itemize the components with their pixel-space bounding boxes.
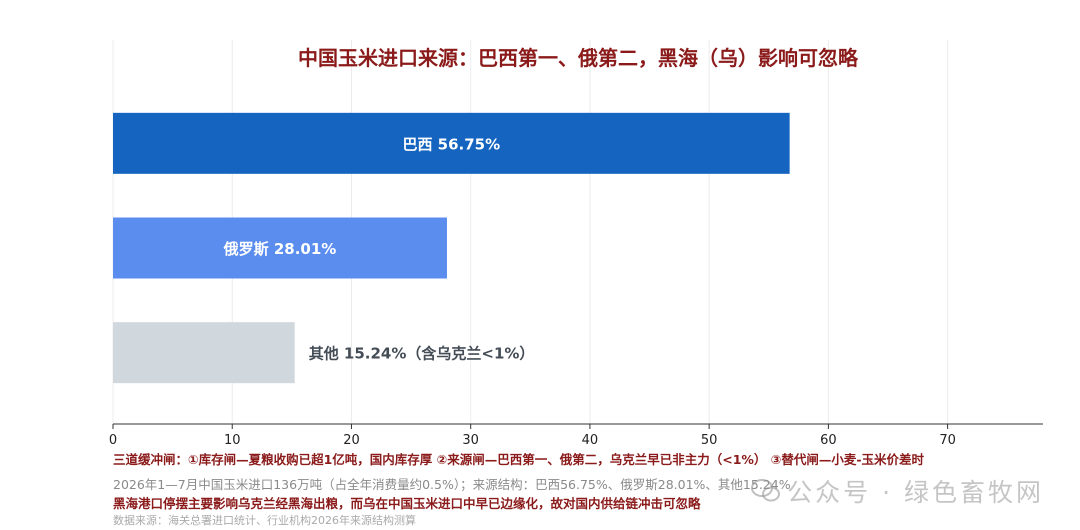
bar-label-2: 俄罗斯 28.01% [223,240,337,258]
x-tick-label: 40 [582,433,599,448]
note-data-source: 数据来源：海关总署进口统计、行业机构2026年来源结构测算 [113,514,416,527]
x-axis-ticks: 0 10 20 30 40 50 60 70 [109,424,956,448]
x-tick-label: 0 [109,433,117,448]
note-import-summary: 2026年1—7月中国玉米进口136万吨（占全年消费量约0.5%）；来源结构：巴… [113,477,791,492]
bar-label-1: 巴西 56.75% [402,135,500,153]
x-tick-label: 20 [343,433,360,448]
note-buffer-gates: 三道缓冲闸：①库存闸—夏粮收购已超1亿吨，国内库存厚 ②来源闸—巴西第一、俄第二… [113,452,925,467]
x-tick-label: 70 [939,433,956,448]
bars: 巴西 56.75% 俄罗斯 28.01% 其他 15.24%（含乌克兰<1%） [113,112,790,384]
bar-2 [113,217,447,279]
bar-3 [113,322,295,384]
chart-title: 中国玉米进口来源：巴西第一、俄第二，黑海（乌）影响可忽略 [298,46,859,70]
watermark: 公众号 · 绿色畜牧网 [751,473,1044,510]
watermark-text: 公众号 · 绿色畜牧网 [787,478,1044,507]
wechat-icon [751,478,781,510]
x-tick-label: 60 [820,433,837,448]
bar-1 [113,112,790,174]
note-black-sea-impact: 黑海港口停摆主要影响乌克兰经黑海出粮，而乌在中国玉米进口中早已边缘化，故对国内供… [113,496,701,511]
x-tick-label: 10 [224,433,241,448]
x-tick-label: 30 [462,433,479,448]
bar-label-3: 其他 15.24%（含乌克兰<1%） [309,345,535,363]
x-tick-label: 50 [701,433,718,448]
